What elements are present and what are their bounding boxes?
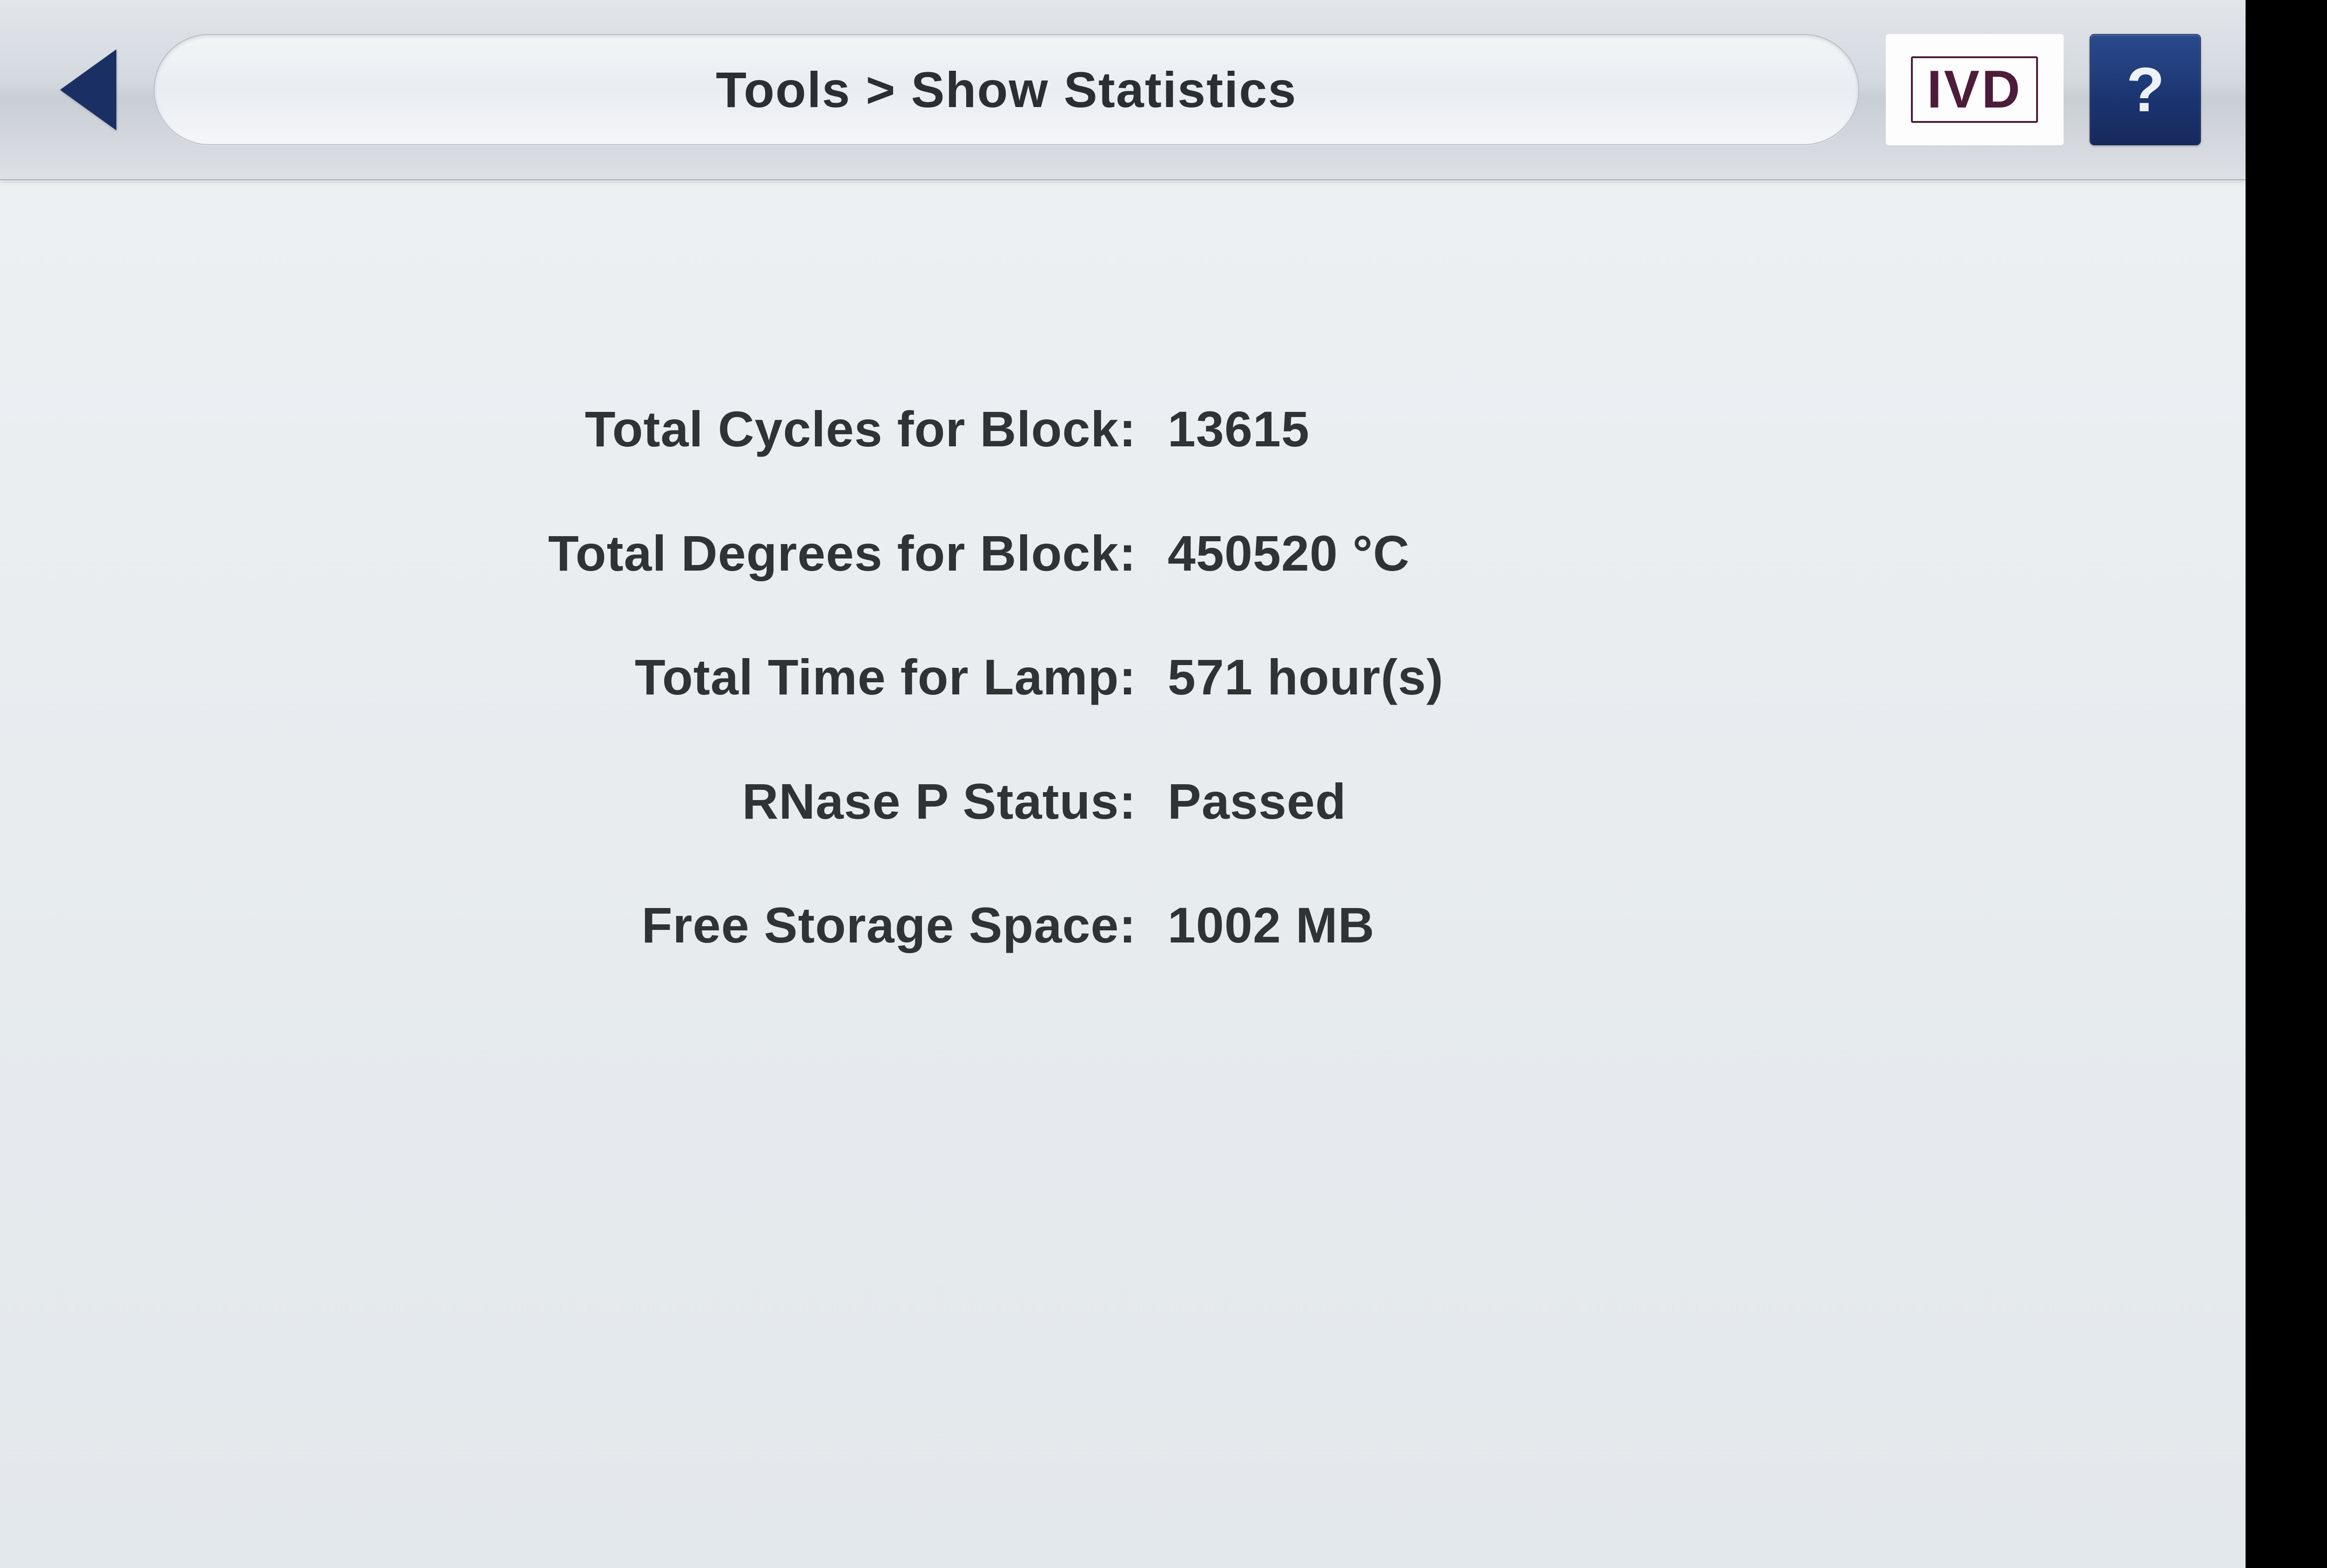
screen-bezel-right [2246, 0, 2327, 1568]
stat-label: RNase P Status [315, 772, 1155, 830]
stat-row-free-storage: Free Storage Space 1002 MB [315, 896, 1931, 954]
stat-label: Total Time for Lamp [315, 648, 1155, 706]
stat-row-lamp-time: Total Time for Lamp 571 hour(s) [315, 648, 1931, 706]
stat-row-rnase-p: RNase P Status Passed [315, 772, 1931, 830]
breadcrumb-text: Tools > Show Statistics [716, 61, 1297, 119]
stat-value: Passed [1155, 772, 1931, 830]
stat-value: 1002 MB [1155, 896, 1931, 954]
ivd-badge: IVD [1886, 34, 2064, 145]
ivd-label: IVD [1911, 56, 2038, 123]
stat-row-total-cycles: Total Cycles for Block 13615 [315, 400, 1931, 458]
stat-value: 450520 °C [1155, 524, 1931, 582]
stat-value: 571 hour(s) [1155, 648, 1931, 706]
back-arrow-icon[interactable] [60, 49, 116, 130]
stat-value: 13615 [1155, 400, 1931, 458]
stat-label: Total Cycles for Block [315, 400, 1155, 458]
screen: Tools > Show Statistics IVD ? Total Cycl… [0, 0, 2246, 1568]
stat-label: Free Storage Space [315, 896, 1155, 954]
help-button[interactable]: ? [2090, 34, 2201, 145]
stat-label: Total Degrees for Block [315, 524, 1155, 582]
stat-row-total-degrees: Total Degrees for Block 450520 °C [315, 524, 1931, 582]
help-icon: ? [2126, 54, 2165, 126]
header-bar: Tools > Show Statistics IVD ? [0, 0, 2246, 180]
statistics-panel: Total Cycles for Block 13615 Total Degre… [0, 180, 2246, 1568]
breadcrumb: Tools > Show Statistics [154, 34, 1860, 145]
